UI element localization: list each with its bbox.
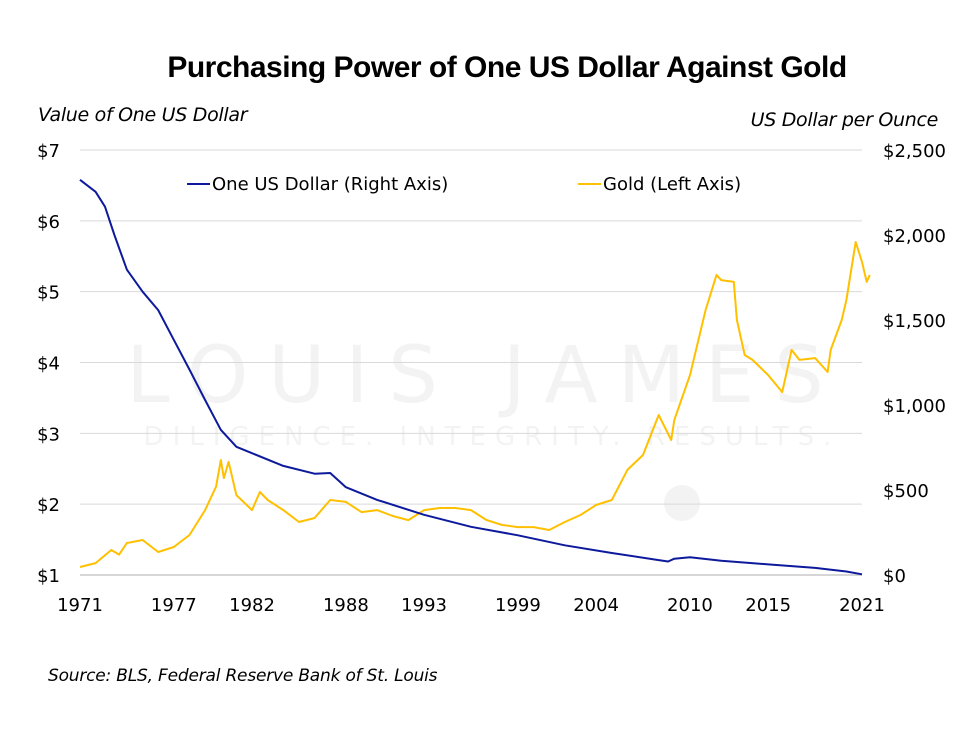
left-tick-label: $5: [37, 283, 60, 304]
chart-title: Purchasing Power of One US Dollar Agains…: [167, 51, 847, 84]
x-tick-label: 2010: [667, 595, 713, 616]
right-tick-label: $0: [883, 566, 906, 587]
x-axis-ticks: 1971 1977 1982 1988 1993 1999 2004 2010 2015 2021: [57, 595, 885, 616]
legend-label-dollar: One US Dollar (Right Axis): [212, 174, 448, 195]
x-tick-label: 1988: [323, 595, 369, 616]
x-tick-label: 1977: [151, 595, 197, 616]
dollar-line: [79, 179, 863, 576]
right-axis-title: US Dollar per Ounce: [750, 109, 939, 131]
left-axis-title: Value of One US Dollar: [38, 104, 248, 126]
source-note: Source: BLS, Federal Reserve Bank of St.…: [48, 666, 438, 686]
right-axis-ticks: $0 $500 $1,000 $1,500 $2,000 $2,500: [883, 141, 946, 587]
series-dollar: [79, 179, 863, 576]
left-tick-label: $1: [37, 566, 60, 587]
series-layer: [79, 179, 871, 576]
watermark-tagline: DILIGENCE. INTEGRITY. RESULTS.: [144, 422, 841, 452]
right-tick-label: $500: [883, 481, 929, 502]
watermark-dot: [664, 485, 700, 521]
watermark-main-text: LOUIS JAMES: [126, 331, 844, 421]
left-tick-label: $3: [37, 424, 60, 445]
gold-line: [79, 241, 871, 568]
x-tick-label: 1971: [57, 595, 103, 616]
gridlines: [80, 149, 862, 576]
left-tick-label: $2: [37, 495, 60, 516]
left-tick-label: $7: [37, 141, 60, 162]
x-tick-label: 1999: [495, 595, 541, 616]
x-tick-label: 2004: [573, 595, 619, 616]
left-tick-label: $6: [37, 212, 60, 233]
x-tick-label: 2021: [839, 595, 885, 616]
right-tick-label: $1,500: [883, 311, 946, 332]
watermark: LOUIS JAMES DILIGENCE. INTEGRITY. RESULT…: [126, 331, 844, 521]
left-axis-ticks: $1 $2 $3 $4 $5 $6 $7: [37, 141, 60, 587]
left-tick-label: $4: [37, 354, 60, 375]
x-tick-label: 1993: [401, 595, 447, 616]
x-tick-label: 2015: [745, 595, 791, 616]
x-tick-label: 1982: [229, 595, 275, 616]
right-tick-label: $1,000: [883, 396, 946, 417]
legend-label-gold: Gold (Left Axis): [603, 174, 741, 195]
right-tick-label: $2,500: [883, 141, 946, 162]
legend: One US Dollar (Right Axis) Gold (Left Ax…: [187, 174, 741, 195]
right-tick-label: $2,000: [883, 226, 946, 247]
series-gold: [79, 241, 871, 568]
